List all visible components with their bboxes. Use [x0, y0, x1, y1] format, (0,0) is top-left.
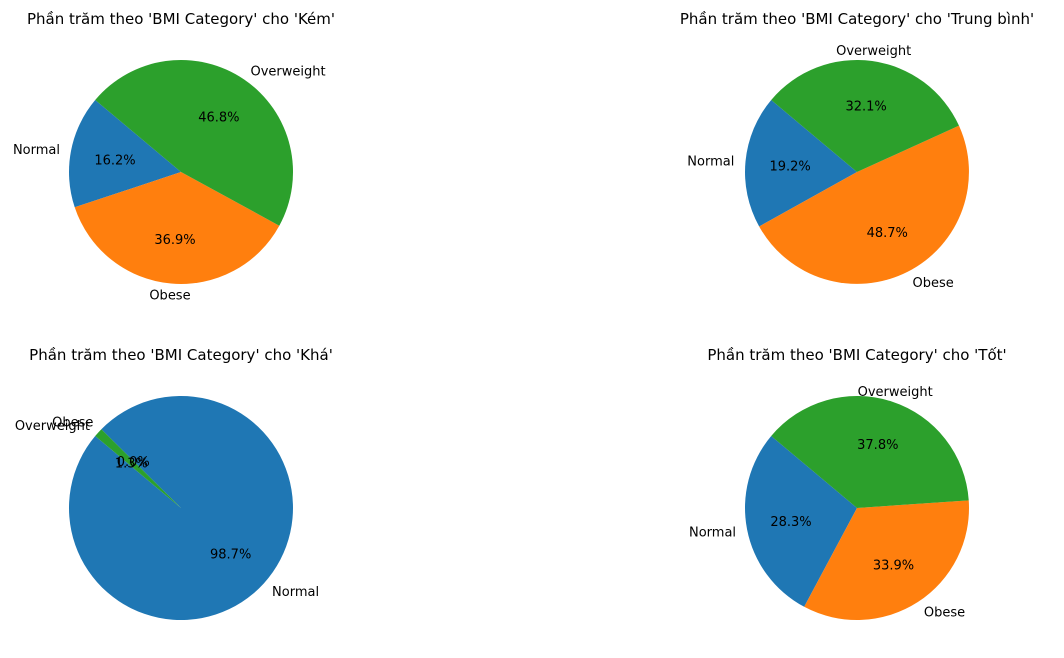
slice-label-obese: Obese — [913, 276, 954, 291]
slice-percent-overweight: 46.8% — [198, 111, 239, 126]
slice-label-normal: Normal — [13, 143, 60, 158]
slice-label-obese: Obese — [924, 605, 965, 620]
slice-percent-obese: 0.0% — [117, 455, 150, 470]
slice-percent-obese: 33.9% — [873, 558, 914, 573]
slice-percent-overweight: 1.3% — [115, 457, 148, 472]
chart-title-2: Phần trăm theo 'BMI Category' cho 'Trung… — [680, 10, 1034, 28]
slice-percent-normal: 28.3% — [770, 515, 811, 530]
slice-label-overweight: Overweight — [15, 419, 90, 434]
slice-label-normal: Normal — [272, 585, 319, 600]
slice-label-normal: Normal — [689, 525, 736, 540]
pie-slice-normal — [68, 100, 181, 208]
slice-label-normal: Normal — [687, 154, 734, 169]
pie-slice-normal — [744, 436, 857, 607]
pie-slice-obese — [74, 172, 280, 285]
slice-label-obese: Obese — [149, 289, 190, 304]
chart-title-1: Phần trăm theo 'BMI Category' cho 'Kém' — [27, 10, 335, 28]
pie-chart-4: Phần trăm theo 'BMI Category' cho 'Tốt' … — [689, 346, 1007, 620]
pie-chart-2: Phần trăm theo 'BMI Category' cho 'Trung… — [680, 10, 1034, 291]
pie-slice-obese — [804, 500, 970, 621]
pie-slice-overweight — [771, 395, 969, 508]
slice-percent-normal: 98.7% — [210, 547, 251, 562]
slice-percent-obese: 48.7% — [867, 226, 908, 241]
chart-title-4: Phần trăm theo 'BMI Category' cho 'Tốt' — [707, 346, 1006, 364]
pie-slice-overweight — [771, 60, 959, 173]
chart-title-3: Phần trăm theo 'BMI Category' cho 'Khá' — [29, 346, 333, 364]
slice-label-overweight: Overweight — [836, 44, 911, 59]
pie-slice-normal — [68, 396, 293, 621]
pie-chart-3: Phần trăm theo 'BMI Category' cho 'Khá' … — [15, 346, 333, 621]
slice-label-obese: Obese — [52, 415, 93, 430]
slice-percent-normal: 16.2% — [94, 153, 135, 168]
pie-slice-overweight — [95, 429, 181, 508]
slice-percent-obese: 36.9% — [154, 233, 195, 248]
slice-percent-overweight: 37.8% — [857, 438, 898, 453]
pie-slice-obese — [759, 125, 969, 284]
slice-percent-normal: 19.2% — [769, 160, 810, 175]
slice-label-overweight: Overweight — [250, 64, 325, 79]
pie-slice-normal — [745, 100, 857, 227]
slice-percent-overweight: 32.1% — [845, 99, 886, 114]
pie-chart-1: Phần trăm theo 'BMI Category' cho 'Kém' … — [13, 10, 335, 304]
slice-label-overweight: Overweight — [858, 385, 933, 400]
pie-slice-overweight — [95, 59, 294, 226]
